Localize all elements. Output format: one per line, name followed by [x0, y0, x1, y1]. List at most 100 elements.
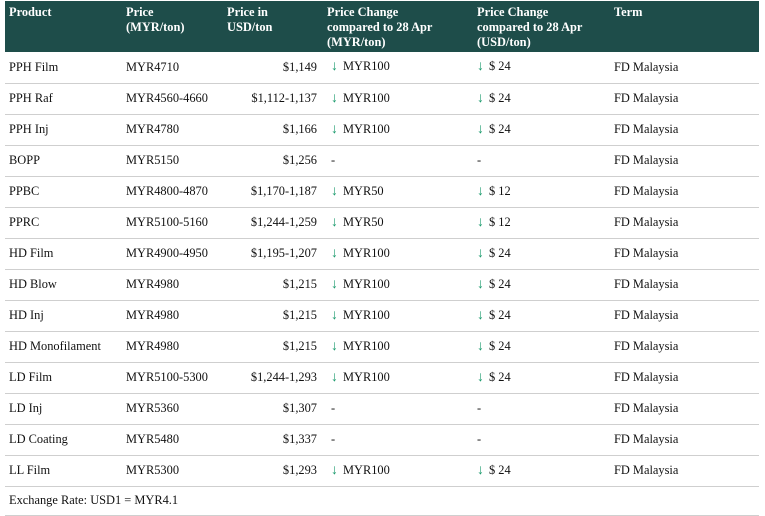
cell-change-myr: ↓ MYR100 — [323, 114, 473, 146]
change-usd-value: $ 12 — [489, 183, 511, 198]
down-arrow-icon: ↓ — [477, 245, 484, 261]
cell-change-myr: ↓ MYR100 — [323, 269, 473, 301]
table-row: LD Coating MYR5480 $1,337- - FD Malaysia — [5, 424, 759, 456]
cell-product: HD Film — [5, 238, 122, 270]
change-myr-value: MYR100 — [343, 245, 390, 260]
header-change-myr: Price Change compared to 28 Apr (MYR/ton) — [323, 1, 473, 52]
down-arrow-icon: ↓ — [477, 338, 484, 354]
down-arrow-icon: ↓ — [477, 90, 484, 106]
change-myr-value: MYR100 — [343, 59, 390, 74]
change-myr-value: MYR100 — [343, 121, 390, 136]
change-usd-value: - — [477, 153, 482, 167]
cell-price-myr: MYR5360 — [122, 393, 223, 425]
cell-price-myr: MYR5100-5300 — [122, 362, 223, 394]
cell-change-usd: ↓ $ 24 — [473, 238, 610, 270]
cell-price-usd: $1,293 — [223, 455, 323, 487]
cell-term: FD Malaysia — [610, 393, 759, 425]
cell-price-myr: MYR5300 — [122, 455, 223, 487]
cell-change-myr: ↓ MYR50 — [323, 176, 473, 208]
cell-term: FD Malaysia — [610, 300, 759, 332]
down-arrow-icon: ↓ — [477, 183, 484, 199]
cell-change-usd: - — [473, 145, 610, 177]
cell-term: FD Malaysia — [610, 455, 759, 487]
cell-product: PPH Film — [5, 52, 122, 84]
cell-term: FD Malaysia — [610, 269, 759, 301]
cell-price-usd: $1,195-1,207 — [223, 238, 323, 270]
table-row: PPH Inj MYR4780 $1,166 ↓ MYR100 ↓ $ 24 FD Malay… — [5, 114, 759, 146]
change-myr-value: MYR50 — [343, 183, 384, 198]
cell-change-usd: - — [473, 393, 610, 425]
price-table-container: Product Price (MYR/ton) Price in USD/ton P… — [5, 1, 759, 516]
cell-price-myr: MYR5150 — [122, 145, 223, 177]
cell-price-usd: $1,215 — [223, 269, 323, 301]
cell-product: HD Inj — [5, 300, 122, 332]
table-row: PPRC MYR5100-5160 $1,244-1,259 ↓ MYR50 ↓ $ 12 F… — [5, 207, 759, 239]
change-myr-value: MYR100 — [343, 462, 390, 477]
change-myr-value: - — [331, 153, 336, 167]
cell-product: HD Blow — [5, 269, 122, 301]
cell-product: LD Coating — [5, 424, 122, 456]
cell-change-usd: ↓ $ 24 — [473, 114, 610, 146]
cell-change-usd: ↓ $ 24 — [473, 52, 610, 84]
cell-price-usd: $1,166 — [223, 114, 323, 146]
exchange-rate-note: Exchange Rate: USD1 = MYR4.1 — [5, 486, 759, 516]
cell-change-usd: ↓ $ 24 — [473, 455, 610, 487]
cell-change-myr: ↓ MYR100 — [323, 83, 473, 115]
cell-change-usd: ↓ $ 24 — [473, 83, 610, 115]
cell-price-usd: $1,244-1,259 — [223, 207, 323, 239]
cell-price-myr: MYR5100-5160 — [122, 207, 223, 239]
cell-product: LD Inj — [5, 393, 122, 425]
header-term: Term — [610, 1, 759, 52]
cell-price-usd: $1,170-1,187 — [223, 176, 323, 208]
change-usd-value: $ 24 — [489, 462, 511, 477]
change-usd-value: $ 24 — [489, 90, 511, 105]
cell-price-usd: $1,112-1,137 — [223, 83, 323, 115]
cell-product: BOPP — [5, 145, 122, 177]
table-row: PPBC MYR4800-4870 $1,170-1,187 ↓ MYR50 ↓ $ 12 F… — [5, 176, 759, 208]
change-usd-value: $ 24 — [489, 121, 511, 136]
cell-product: PPBC — [5, 176, 122, 208]
table-row: HD Monofilament MYR4980 $1,215 ↓ MYR100 ↓ $ 24… — [5, 331, 759, 363]
table-row: LD Film MYR5100-5300 $1,244-1,293 ↓ MYR100 ↓ $… — [5, 362, 759, 394]
cell-change-usd: ↓ $ 24 — [473, 269, 610, 301]
header-price-usd: Price in USD/ton — [223, 1, 323, 52]
down-arrow-icon: ↓ — [331, 121, 338, 137]
cell-product: PPRC — [5, 207, 122, 239]
cell-change-myr: - — [323, 393, 473, 425]
cell-change-usd: ↓ $ 12 — [473, 176, 610, 208]
footer-row: Exchange Rate: USD1 = MYR4.1 — [5, 486, 759, 516]
cell-change-usd: ↓ $ 24 — [473, 362, 610, 394]
cell-price-myr: MYR4900-4950 — [122, 238, 223, 270]
cell-change-myr: ↓ MYR100 — [323, 331, 473, 363]
cell-price-myr: MYR5480 — [122, 424, 223, 456]
down-arrow-icon: ↓ — [331, 183, 338, 199]
change-usd-value: - — [477, 401, 482, 415]
cell-change-myr: ↓ MYR100 — [323, 455, 473, 487]
cell-price-usd: $1,244-1,293 — [223, 362, 323, 394]
table-row: PPH Film MYR4710 $1,149 ↓ MYR100 ↓ $ 24 FD Mala… — [5, 52, 759, 84]
cell-price-myr: MYR4980 — [122, 269, 223, 301]
change-usd-value: $ 24 — [489, 307, 511, 322]
cell-term: FD Malaysia — [610, 145, 759, 177]
change-usd-value: $ 24 — [489, 59, 511, 74]
down-arrow-icon: ↓ — [477, 462, 484, 478]
cell-term: FD Malaysia — [610, 331, 759, 363]
cell-price-usd: $1,215 — [223, 300, 323, 332]
down-arrow-icon: ↓ — [331, 276, 338, 292]
cell-term: FD Malaysia — [610, 83, 759, 115]
change-myr-value: MYR100 — [343, 90, 390, 105]
change-usd-value: - — [477, 432, 482, 446]
down-arrow-icon: ↓ — [331, 338, 338, 354]
cell-price-myr: MYR4710 — [122, 52, 223, 84]
cell-change-usd: ↓ $ 24 — [473, 331, 610, 363]
cell-price-usd: $1,215 — [223, 331, 323, 363]
down-arrow-icon: ↓ — [477, 307, 484, 323]
change-myr-value: MYR100 — [343, 369, 390, 384]
change-usd-value: $ 24 — [489, 276, 511, 291]
table-body: PPH Film MYR4710 $1,149 ↓ MYR100 ↓ $ 24 FD Mala… — [5, 52, 759, 487]
table-row: HD Blow MYR4980 $1,215 ↓ MYR100 ↓ $ 24 FD Malay… — [5, 269, 759, 301]
table-header-row: Product Price (MYR/ton) Price in USD/ton P… — [5, 1, 759, 52]
down-arrow-icon: ↓ — [331, 369, 338, 385]
header-change-usd: Price Change compared to 28 Apr (USD/ton) — [473, 1, 610, 52]
cell-product: HD Monofilament — [5, 331, 122, 363]
